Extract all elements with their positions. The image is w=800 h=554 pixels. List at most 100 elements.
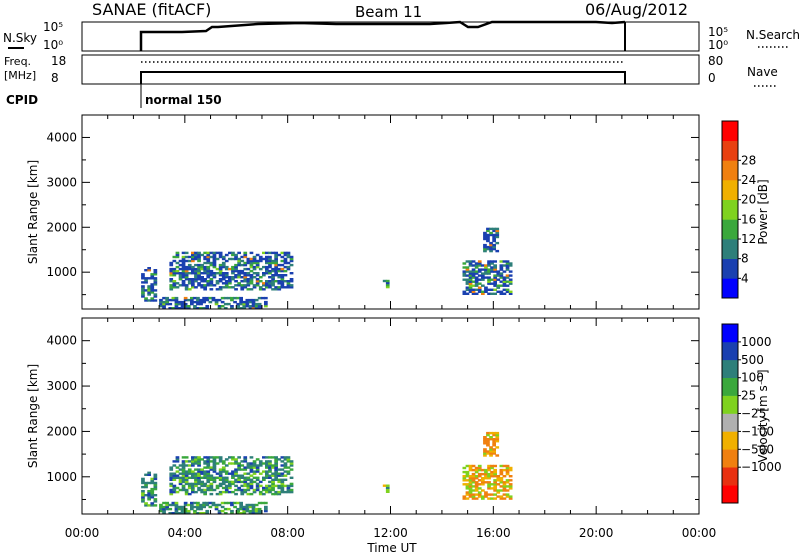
- echo-cell: [199, 302, 203, 306]
- colorbar-swatch: [722, 467, 738, 486]
- echo-cell: [493, 284, 497, 287]
- echo-cell: [254, 507, 259, 511]
- echo-cell: [171, 512, 176, 515]
- echo-cell: [264, 296, 268, 300]
- echo-cell: [502, 487, 507, 490]
- echo-cell: [234, 460, 238, 463]
- echo-cell: [228, 490, 232, 494]
- echo-cell: [249, 269, 254, 273]
- echo-cell: [141, 496, 145, 499]
- echo-cell: [153, 483, 158, 487]
- echo-cell: [468, 286, 473, 289]
- echo-cell: [196, 507, 200, 511]
- echo-cell: [150, 285, 155, 288]
- echo-cell: [141, 291, 145, 294]
- echo-cell: [224, 484, 229, 488]
- echo-cell: [505, 260, 510, 263]
- echo-cell: [286, 486, 291, 490]
- echo-cell: [493, 274, 497, 277]
- echo-cell: [283, 269, 288, 273]
- echo-cell: [218, 478, 223, 481]
- echo-cell: [209, 284, 214, 287]
- echo-cell: [492, 431, 496, 435]
- echo-cell: [484, 272, 488, 275]
- echo-cell: [191, 460, 195, 463]
- echo-cell: [492, 444, 496, 447]
- echo-cell: [283, 464, 288, 467]
- echo-cell: [471, 489, 476, 492]
- echo-cell: [262, 476, 266, 479]
- echo-cell: [144, 494, 148, 497]
- echo-cell: [280, 464, 285, 467]
- echo-cell: [274, 462, 278, 465]
- echo-cell: [234, 284, 238, 287]
- echo-cell: [289, 286, 294, 289]
- echo-cell: [280, 484, 285, 488]
- echo-cell: [172, 280, 177, 283]
- echo-cell: [283, 261, 288, 265]
- echo-cell: [248, 503, 253, 507]
- echo-cell: [246, 472, 251, 475]
- echo-cell: [209, 468, 214, 471]
- echo-cell: [280, 269, 285, 273]
- colorbar-tick-label: 16: [741, 212, 756, 226]
- echo-cell: [174, 507, 179, 511]
- echo-cell: [502, 475, 507, 478]
- echo-cell: [468, 288, 473, 291]
- echo-cell: [218, 288, 223, 291]
- echo-cell: [505, 495, 510, 498]
- echo-cell: [174, 298, 179, 302]
- echo-cell: [200, 253, 204, 257]
- nsky-trace: [139, 20, 626, 51]
- echo-cell: [280, 280, 285, 283]
- echo-cell: [286, 456, 291, 459]
- echo-cell: [194, 276, 198, 279]
- echo-cell: [239, 501, 243, 505]
- echo-cell: [153, 277, 158, 280]
- echo-cell: [178, 276, 183, 279]
- echo-cell: [174, 505, 179, 509]
- echo-cell: [237, 466, 241, 469]
- echo-cell: [215, 272, 220, 275]
- echo-cell: [493, 489, 497, 492]
- echo-cell: [220, 505, 225, 509]
- echo-cell: [243, 476, 248, 479]
- echo-cell: [268, 269, 272, 273]
- echo-cell: [474, 266, 479, 269]
- echo-cell: [165, 501, 169, 505]
- echo-cell: [168, 512, 173, 515]
- echo-cell: [196, 307, 200, 310]
- echo-cell: [508, 264, 513, 267]
- echo-cell: [505, 470, 510, 474]
- echo-cell: [258, 464, 263, 467]
- echo-cell: [150, 477, 155, 481]
- echo-cell: [234, 280, 238, 283]
- echo-cell: [487, 485, 491, 488]
- echo-cell: [162, 505, 166, 509]
- echo-cell: [153, 289, 158, 292]
- echo-cell: [212, 476, 217, 479]
- echo-cell: [262, 462, 266, 465]
- echo-cell: [153, 293, 158, 296]
- echo-cell: [248, 305, 253, 308]
- echo-cell: [505, 468, 510, 472]
- echo-cell: [202, 505, 206, 509]
- echo-cell: [141, 494, 145, 497]
- echo-cell: [205, 503, 210, 507]
- echo-cell: [496, 272, 501, 275]
- echo-cell: [468, 489, 473, 492]
- echo-cell: [258, 259, 263, 263]
- echo-cell: [495, 433, 500, 437]
- echo-cell: [502, 280, 507, 283]
- echo-cell: [172, 284, 177, 287]
- echo-cell: [245, 305, 250, 308]
- echo-cell: [477, 472, 482, 476]
- echo-cell: [209, 263, 214, 267]
- echo-cell: [178, 482, 183, 486]
- echo-cell: [289, 259, 294, 263]
- echo-cell: [147, 289, 151, 292]
- echo-cell: [496, 274, 501, 277]
- echo-cell: [242, 302, 247, 306]
- echo-cell: [468, 260, 473, 263]
